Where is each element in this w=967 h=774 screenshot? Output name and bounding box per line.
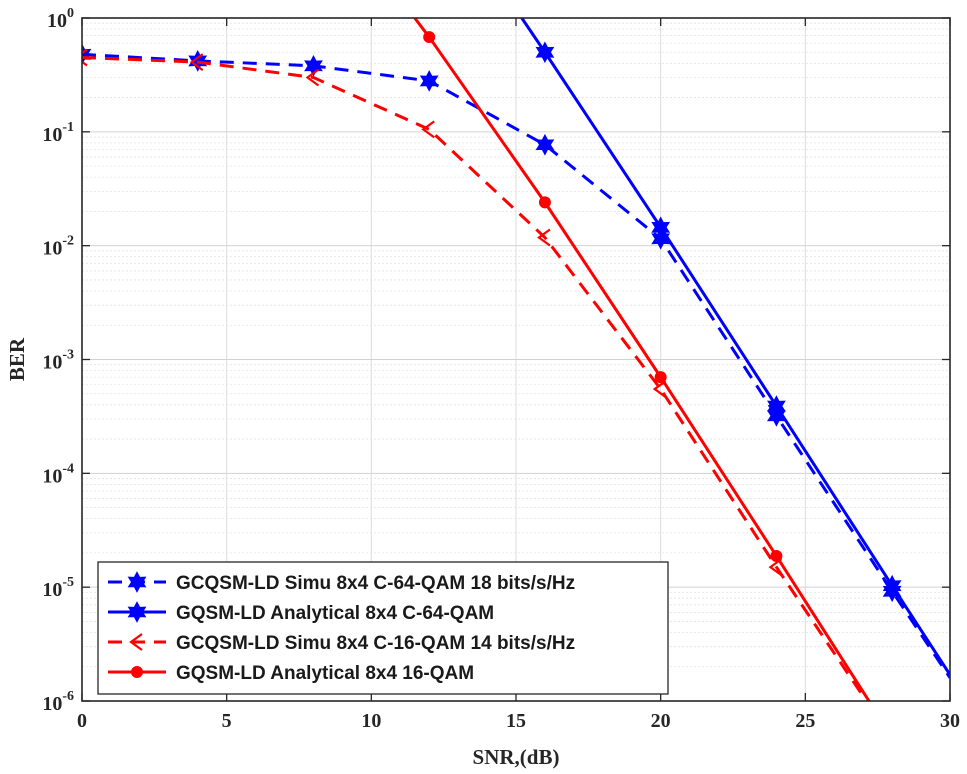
data-point-marker: [766, 395, 786, 417]
y-tick-label: 10-4: [42, 461, 74, 487]
y-tick-label: 10-6: [42, 689, 74, 715]
data-point-marker: [651, 216, 671, 239]
legend-entries: GCQSM-LD Simu 8x4 C-64-QAM 18 bits/s/Hz G…: [108, 571, 575, 684]
x-axis-label: SNR,(dB): [473, 745, 560, 769]
data-point-marker: [654, 371, 667, 384]
data-point-marker: [421, 120, 435, 139]
legend-entry: GCQSM-LD Simu 8x4 C-64-QAM 18 bits/s/Hz: [108, 571, 575, 594]
data-point-marker: [419, 70, 439, 92]
x-tick-label: 20: [651, 710, 671, 732]
series-2: [520, 18, 950, 676]
data-point-marker: [189, 53, 204, 71]
data-point-marker: [651, 227, 671, 250]
x-tick-label: 15: [506, 710, 526, 732]
y-tick-label: 10-2: [42, 234, 74, 260]
series-line: [520, 18, 950, 676]
x-tick-label: 10: [361, 710, 381, 732]
x-tick-label: 5: [222, 710, 232, 732]
x-tick-label: 0: [77, 710, 87, 732]
series-4: [413, 18, 871, 701]
series-clip-group: [82, 18, 950, 701]
legend-entry: GCQSM-LD Simu 8x4 C-16-QAM 14 bits/s/Hz: [108, 633, 575, 654]
legend-label: GQSM-LD Analytical 8x4 16-QAM: [176, 663, 474, 684]
y-tick-label: 100: [47, 6, 74, 32]
y-tick-label: 10-5: [42, 575, 74, 601]
data-point-marker: [305, 68, 320, 87]
y-tick-label: 10-3: [42, 348, 74, 374]
legend-label: GQSM-LD Analytical 8x4 C-64-QAM: [176, 603, 494, 624]
data-point-marker: [652, 380, 667, 398]
legend-entry: GQSM-LD Analytical 8x4 16-QAM: [108, 663, 474, 684]
legend-box: [97, 561, 669, 695]
legend-marker: [127, 601, 147, 623]
data-point-marker: [538, 196, 551, 209]
x-tick-label: 30: [940, 710, 960, 732]
series-layer: [82, 18, 950, 701]
data-point-marker: [423, 31, 436, 44]
data-point-marker: [535, 133, 555, 156]
legend-label: GCQSM-LD Simu 8x4 C-16-QAM 14 bits/s/Hz: [176, 633, 575, 654]
legend-marker: [129, 633, 143, 651]
series-line: [82, 55, 865, 698]
x-tick-label: 25: [795, 710, 815, 732]
data-point-marker: [304, 54, 323, 77]
series-3: [82, 48, 865, 698]
tick-labels: 0 5 10 15 20 25 30 100 10-1 10-2 10-3 10-4 10-5 10-6: [42, 6, 960, 732]
ticks: [81, 17, 951, 702]
legend: GCQSM-LD Simu 8x4 C-64-QAM 18 bits/s/Hz G…: [97, 561, 669, 695]
data-point-marker: [535, 41, 555, 64]
y-axis-label: BER: [5, 337, 29, 381]
data-point-marker: [770, 549, 783, 562]
legend-label: GCQSM-LD Simu 8x4 C-64-QAM 18 bits/s/Hz: [176, 573, 575, 594]
legend-marker: [131, 666, 143, 678]
data-point-marker: [82, 48, 88, 67]
data-point-marker: [537, 228, 551, 247]
y-tick-label: 10-1: [42, 120, 74, 146]
data-point-marker: [882, 574, 902, 597]
legend-entry: GQSM-LD Analytical 8x4 C-64-QAM: [108, 601, 494, 624]
data-point-marker: [82, 43, 92, 66]
legend-marker: [127, 571, 147, 593]
